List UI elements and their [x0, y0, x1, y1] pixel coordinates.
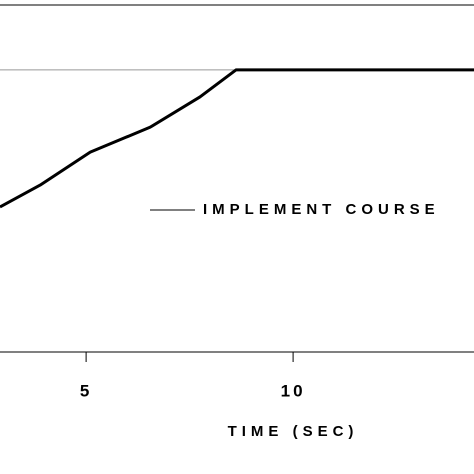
legend-label: IMPLEMENT COURSE: [203, 201, 440, 218]
data-line: [0, 68, 474, 209]
x-axis-label: TIME (SEC): [228, 423, 359, 440]
x-tick-label: 10: [281, 381, 306, 400]
x-tick-label: 5: [80, 381, 92, 400]
